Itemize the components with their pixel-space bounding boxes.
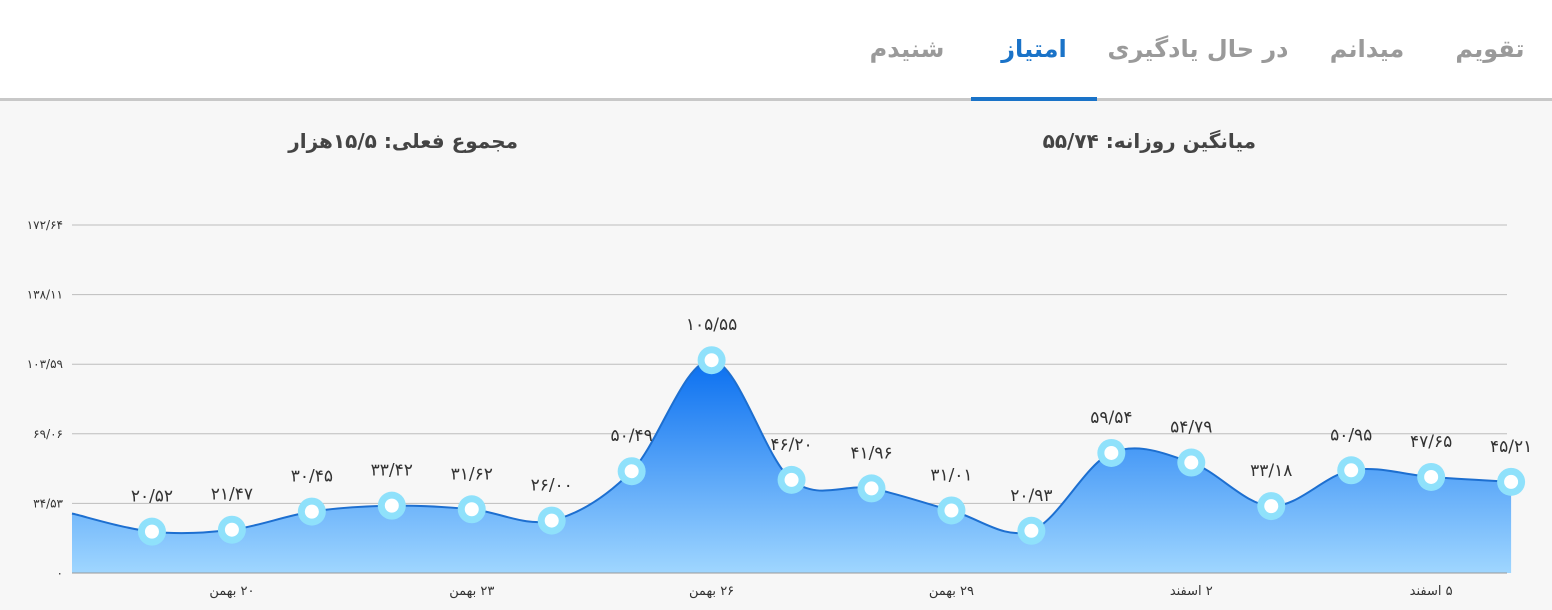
data-label: ۳۳/۴۲ [371,461,413,481]
y-tick-label: ۳۴/۵۳ [33,496,63,510]
x-tick-label: ۲۰ بهمن [209,584,254,599]
data-point [464,502,479,517]
tab-score[interactable]: امتیاز [971,0,1097,101]
score-panel: میانگین روزانه: ۵۵/۷۴ مجموع فعلی: ۱۵/۵هز… [0,101,1552,610]
current-total-label: مجموع فعلی: ۱۵/۵هزار [288,129,518,153]
data-label: ۲۶/۰۰ [531,476,573,496]
score-chart: ۰ ۳۴/۵۳ ۶۹/۰۶ ۱۰۳/۵۹ ۱۳۸/۱۱ ۱۷۲/۶۴ ۲۰ بهمن ۲۳ ب… [27,218,1533,599]
data-point [384,498,399,513]
data-label: ۳۰/۴۵ [291,467,333,487]
tab-heard[interactable]: شنیدم [869,35,945,63]
data-point [144,524,159,539]
data-point [304,504,319,519]
data-label: ۴۷/۶۵ [1410,432,1452,452]
data-point [1184,455,1199,470]
tab-known[interactable]: میدانم [1329,35,1405,63]
x-tick-label: ۲ اسفند [1170,584,1213,599]
daily-average-label: میانگین روزانه: ۵۵/۷۴ [1042,129,1256,153]
tab-learning[interactable]: در حال یادگیری [1107,35,1289,63]
area-fill [72,360,1512,573]
x-tick-label: ۲۹ بهمن [929,584,974,599]
data-label: ۴۶/۲۰ [770,435,812,455]
data-label: ۵۴/۷۹ [1170,418,1212,438]
y-tick-label: ۰ [57,566,63,580]
y-tick-label: ۱۳۸/۱۱ [27,288,63,302]
data-label: ۲۰/۹۳ [1010,486,1052,506]
data-label: ۵۹/۵۴ [1090,408,1132,428]
data-point [1344,463,1359,478]
data-label: ۳۳/۱۸ [1250,461,1292,481]
data-point [1104,445,1119,460]
data-point [864,481,879,496]
data-point [544,513,559,528]
tab-calendar[interactable]: تقویم [1455,35,1525,63]
data-point [1504,474,1519,489]
tab-bar: تقویم میدانم در حال یادگیری امتیاز شنیدم [0,0,1552,101]
data-label: ۵۰/۴۹ [611,426,653,446]
x-tick-label: ۵ اسفند [1410,584,1453,599]
y-tick-label: ۱۰۳/۵۹ [27,357,63,371]
data-label: ۴۱/۹۶ [850,443,892,463]
data-label: ۴۵/۲۱ [1490,437,1532,457]
data-point [944,503,959,518]
x-tick-label: ۲۶ بهمن [689,584,734,599]
data-label: ۵۰/۹۵ [1330,425,1372,445]
data-point [704,353,719,368]
y-tick-label: ۱۷۲/۶۴ [27,218,63,232]
data-point [784,472,799,487]
data-point [1264,499,1279,514]
data-label: ۲۱/۴۷ [211,485,253,505]
data-label: ۳۱/۶۲ [451,464,493,484]
data-point [1424,469,1439,484]
data-point [1024,523,1039,538]
data-point [224,522,239,537]
data-label: ۱۰۵/۵۵ [686,315,737,335]
data-point [624,464,639,479]
data-label: ۳۱/۰۱ [930,465,972,485]
y-tick-label: ۶۹/۰۶ [33,427,63,441]
x-tick-label: ۲۳ بهمن [449,584,494,599]
data-label: ۲۰/۵۲ [131,487,173,507]
